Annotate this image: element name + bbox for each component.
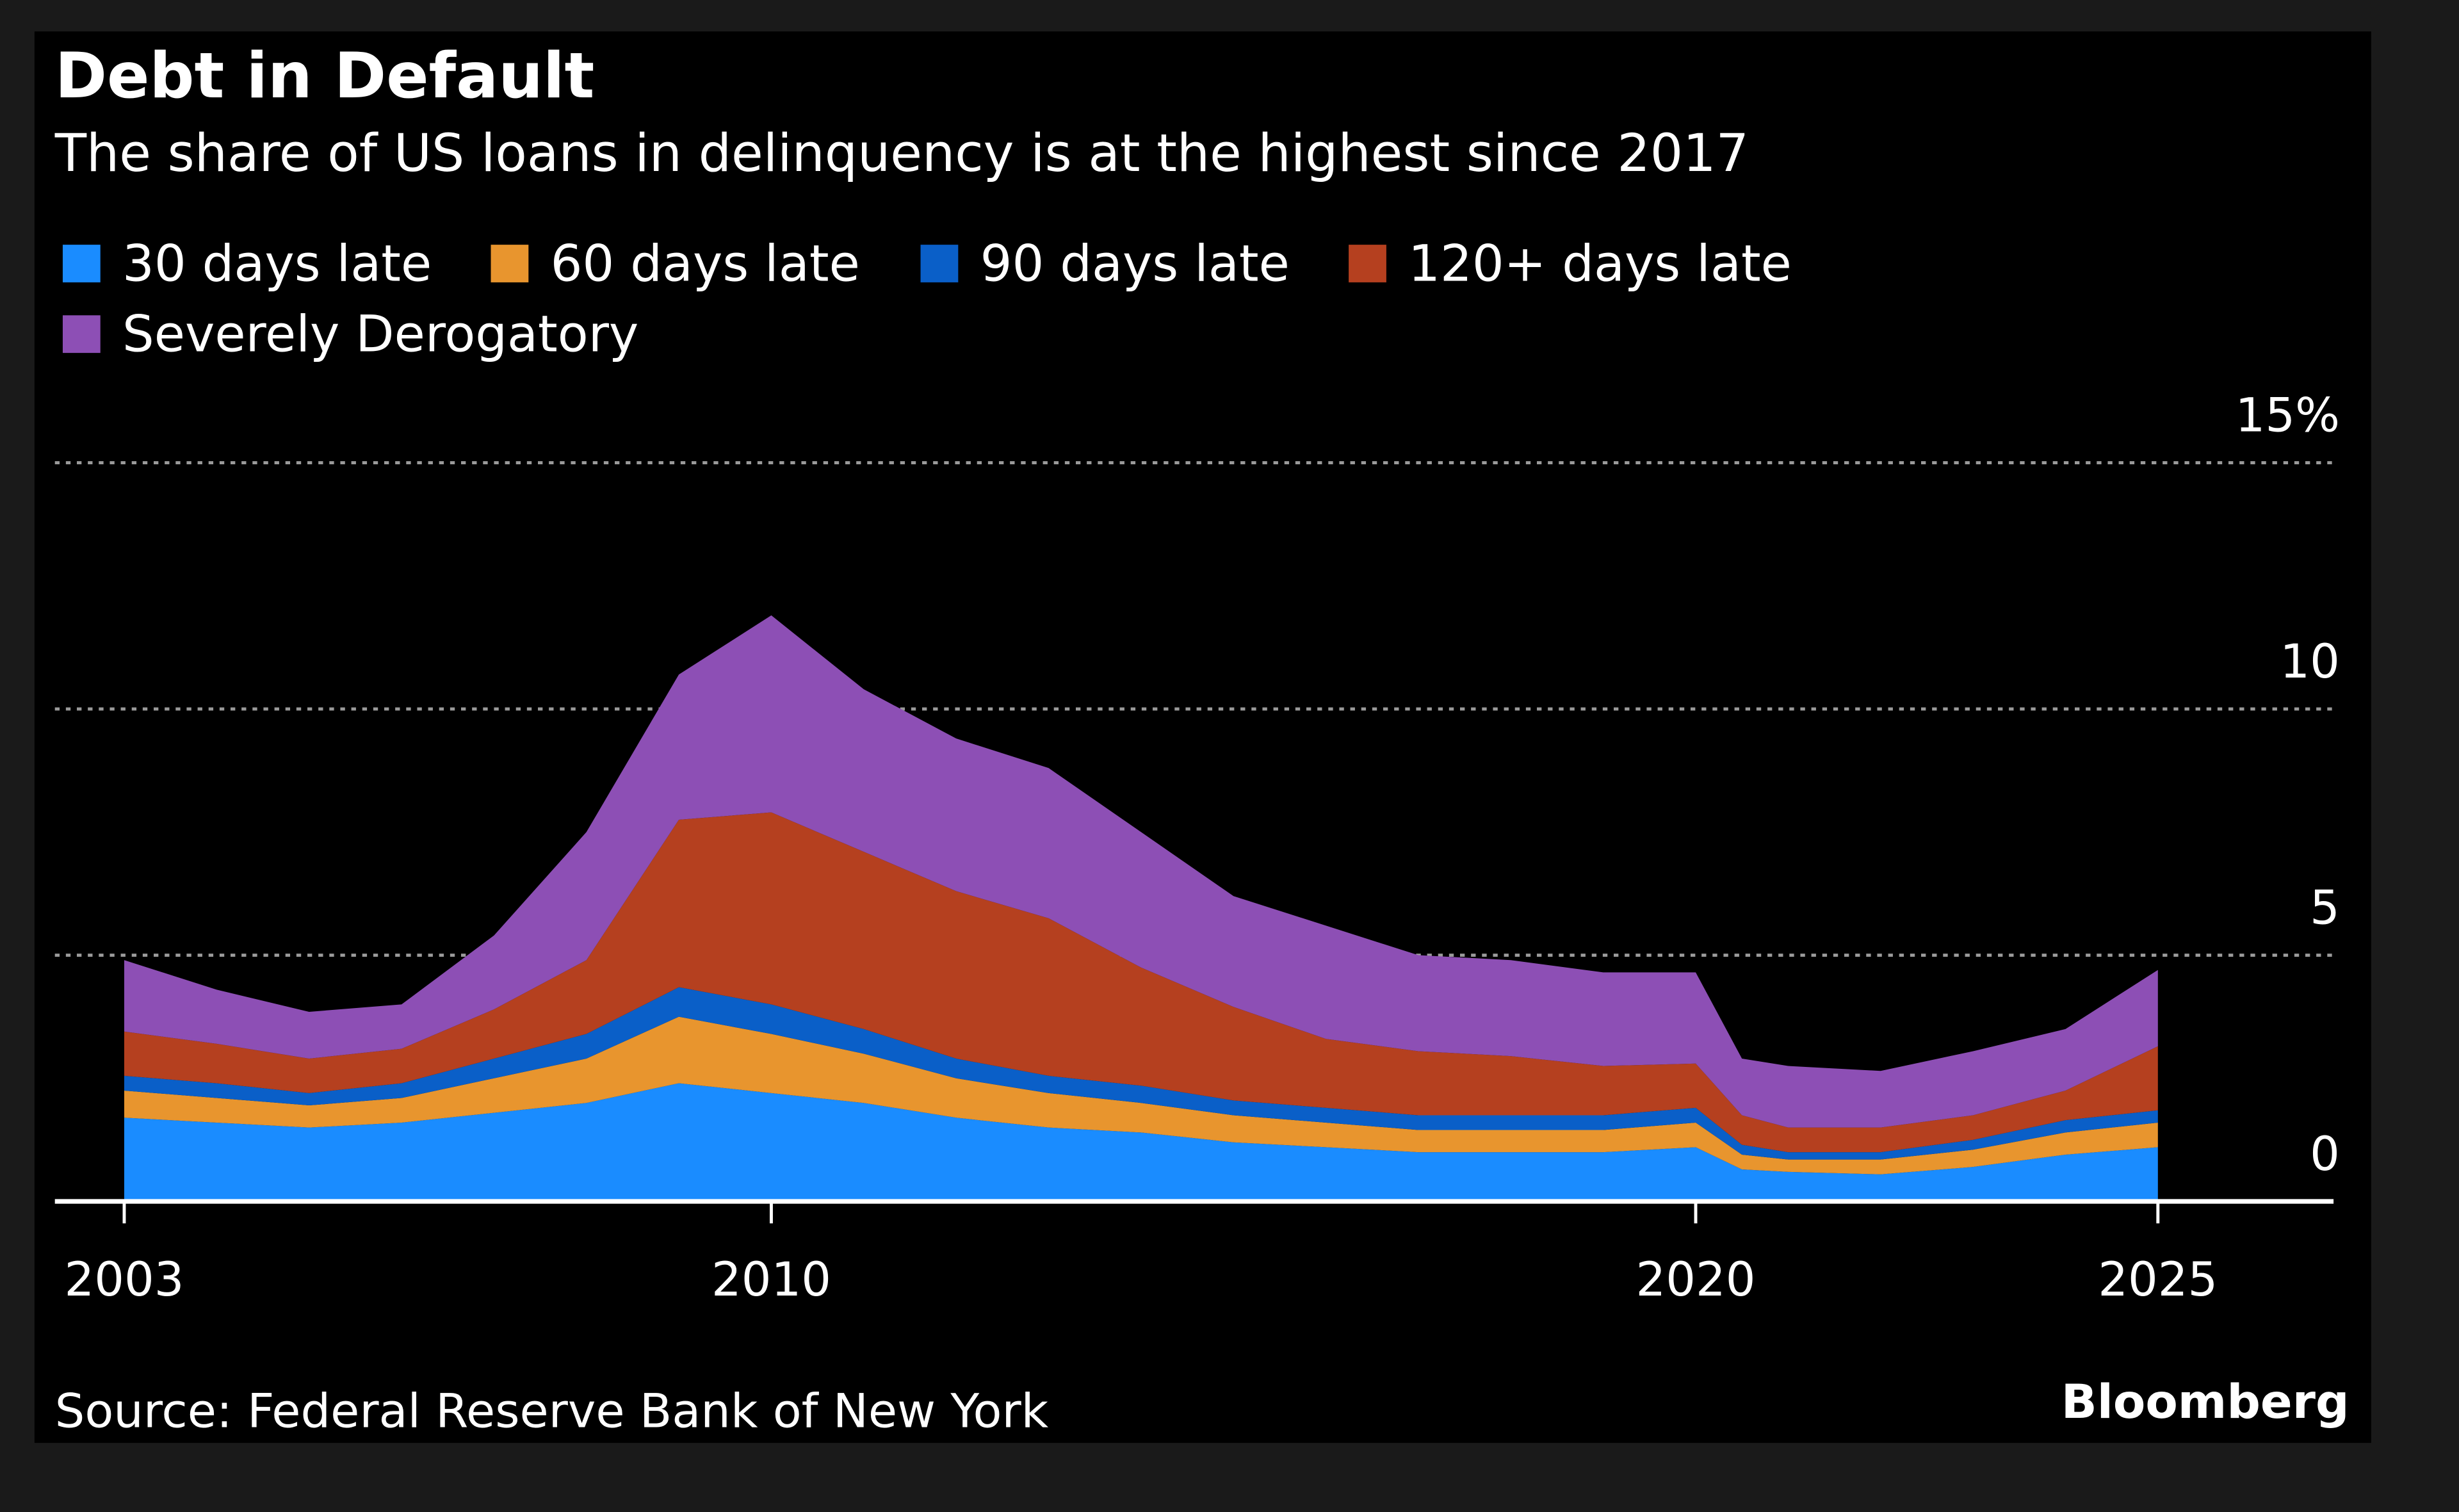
y-tick-label: 0 <box>2310 1127 2340 1182</box>
area <box>124 615 2158 1128</box>
legend-swatch <box>1349 245 1386 282</box>
area <box>124 1083 2158 1202</box>
legend: 30 days late 60 days late 90 days late 120+… <box>62 234 1792 364</box>
legend-swatch <box>62 315 101 354</box>
area <box>124 1016 2158 1175</box>
y-tick-label: 10 <box>2280 635 2339 689</box>
legend-swatch <box>491 245 529 282</box>
brand: Bloomberg <box>2061 1375 2349 1429</box>
legend-swatch <box>62 245 101 282</box>
legend-label: Severely Derogatory <box>122 305 638 364</box>
y-tick-label: 15% <box>2236 389 2340 443</box>
x-tick-label: 2020 <box>1636 1253 1756 1307</box>
area <box>124 987 2158 1160</box>
x-tick-label: 2025 <box>2098 1253 2218 1307</box>
x-tick-label: 2010 <box>711 1253 831 1307</box>
source: Source: Federal Reserve Bank of New York <box>55 1385 1049 1439</box>
chart-panel <box>34 31 2371 1443</box>
chart-title: Debt in Default <box>55 40 595 113</box>
legend-label: 60 days late <box>551 234 860 293</box>
x-tick-label: 2003 <box>65 1253 184 1307</box>
legend-label: 90 days late <box>980 234 1290 293</box>
chart-subtitle: The share of US loans in delinquency is … <box>54 124 1749 184</box>
legend-swatch <box>920 245 959 282</box>
y-tick-label: 5 <box>2310 881 2340 936</box>
area <box>124 812 2158 1153</box>
legend-label: 30 days late <box>122 234 432 293</box>
legend-label: 120+ days late <box>1408 234 1792 293</box>
